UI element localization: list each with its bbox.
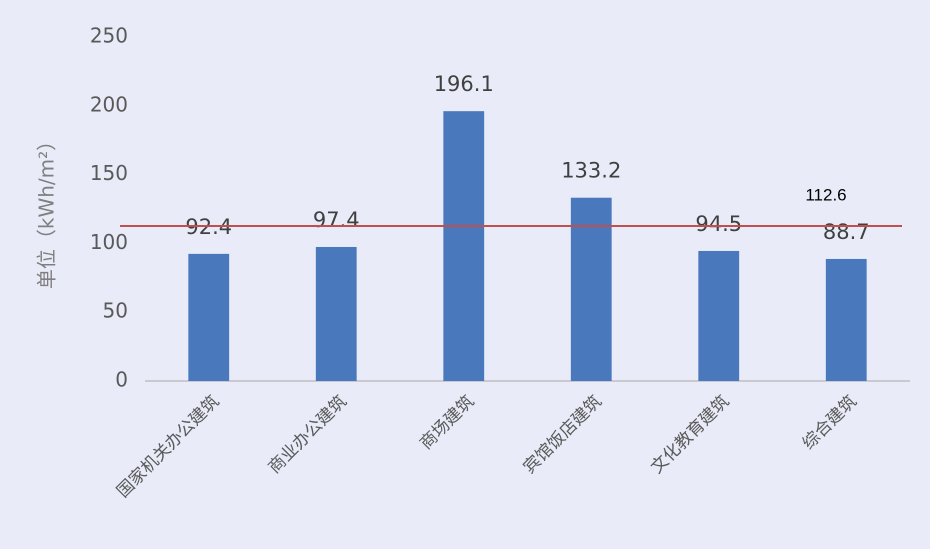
x-tick-label: 商业办公建筑 (265, 392, 351, 478)
bar (443, 111, 485, 382)
data-label: 97.4 (313, 208, 360, 232)
y-tick-label: 200 (90, 92, 128, 116)
y-tick-label: 0 (115, 368, 128, 392)
x-tick-label: 国家机关办公建筑 (113, 392, 223, 502)
x-tick-label: 宾馆饭店建筑 (520, 392, 606, 478)
data-label: 94.5 (695, 212, 742, 236)
x-tick-label: 综合建筑 (799, 392, 861, 454)
y-tick-label: 100 (90, 230, 128, 254)
y-axis-label: 单位（kWh/m²） (35, 131, 59, 289)
x-tick-label: 文化教育建筑 (647, 392, 733, 478)
bar (570, 197, 612, 381)
y-tick-label: 150 (90, 161, 128, 185)
bar (825, 258, 867, 381)
y-tick-label: 250 (90, 24, 128, 48)
y-tick-label: 50 (103, 299, 128, 323)
bar (315, 246, 357, 381)
x-tick-label: 商场建筑 (416, 392, 478, 454)
bar (698, 250, 740, 381)
data-label: 196.1 (434, 72, 494, 96)
data-label: 88.7 (823, 220, 870, 244)
data-label: 133.2 (561, 159, 621, 183)
bar (188, 253, 230, 381)
reference-label: 112.6 (805, 186, 846, 205)
